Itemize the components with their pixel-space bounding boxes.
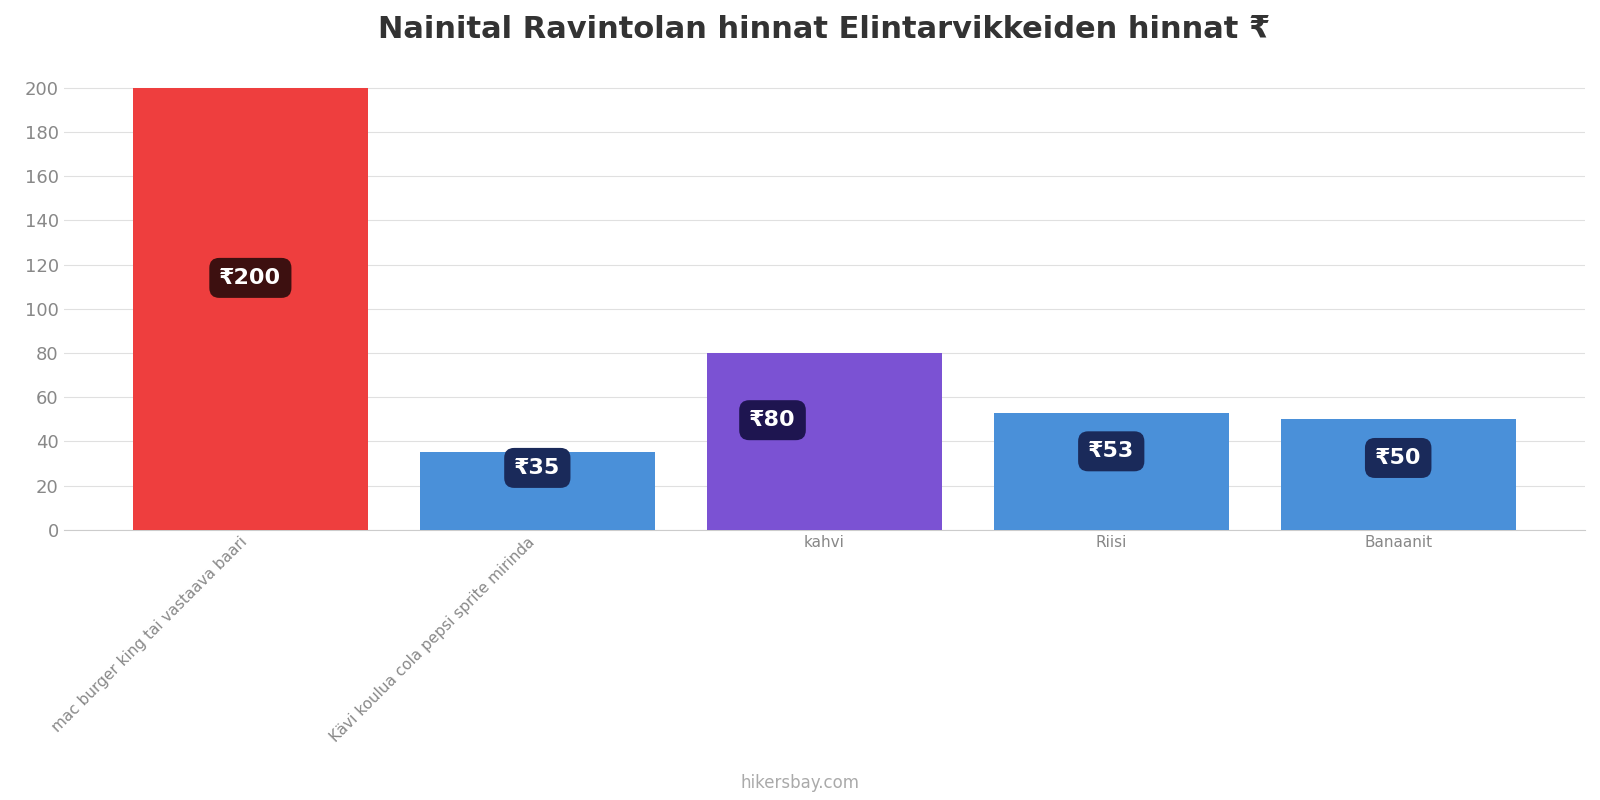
Text: ₹200: ₹200 [219, 268, 282, 288]
Bar [994, 413, 1229, 530]
Text: hikersbay.com: hikersbay.com [741, 774, 859, 792]
Bar [419, 453, 654, 530]
Bar [1280, 419, 1515, 530]
Title: Nainital Ravintolan hinnat Elintarvikkeiden hinnat ₹: Nainital Ravintolan hinnat Elintarvikkei… [378, 15, 1270, 44]
Text: ₹35: ₹35 [514, 458, 560, 478]
Text: ₹80: ₹80 [749, 410, 795, 430]
Bar [707, 353, 942, 530]
Bar [133, 88, 368, 530]
Text: ₹53: ₹53 [1088, 442, 1134, 462]
Text: ₹50: ₹50 [1374, 448, 1421, 468]
